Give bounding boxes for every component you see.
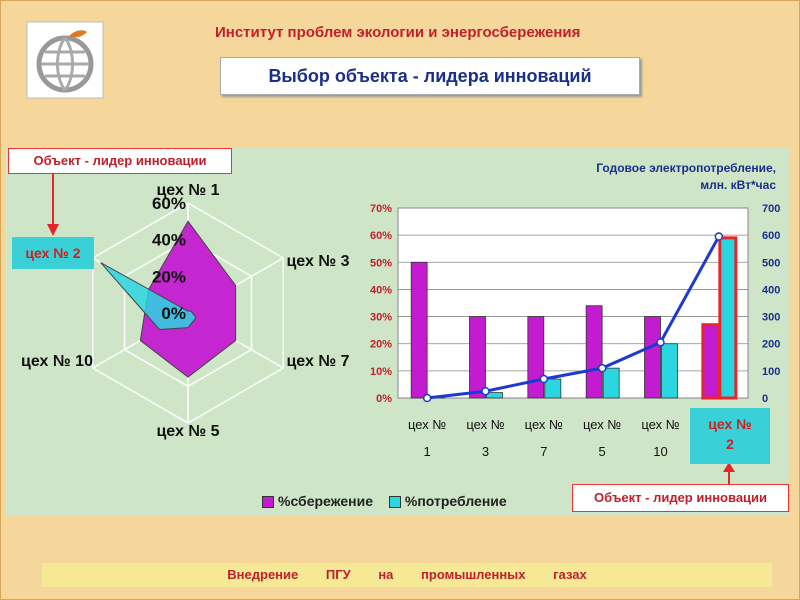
consumption-line-point (597, 363, 607, 373)
bar-category-label: 1 (424, 444, 431, 459)
bar-plot-area (397, 207, 749, 399)
chart-legend: %сбережение %потребление (262, 493, 519, 509)
bar-category-label: цех № (408, 417, 446, 432)
radar-axis-label: цех № 1 (156, 182, 219, 199)
legend-item-consumption: %потребление (388, 493, 507, 509)
bar-savings (469, 316, 486, 399)
bar-y-tick-label: 30% (370, 312, 392, 324)
leader-callout-top: Объект - лидер инновации (8, 148, 232, 174)
bar-y-tick-label: 10% (370, 366, 392, 378)
bar-savings (527, 316, 545, 399)
bar-consumption (661, 343, 678, 399)
bar-y2-tick-label: 0 (762, 393, 768, 405)
leader-label-bar-line2: 2 (726, 436, 734, 452)
radar-tick-label: 20% (152, 267, 186, 286)
leader-label-bar: цех № 2 (690, 408, 770, 464)
bar-y-tick-label: 50% (370, 257, 392, 269)
footer-word: промышленных (421, 567, 526, 582)
bar-savings (585, 305, 603, 399)
bar-category-label: 7 (540, 444, 547, 459)
radar-series-consumption (100, 262, 197, 331)
footer-word: ПГУ (325, 567, 351, 582)
bar-y-tick-label: 60% (370, 230, 392, 242)
consumption-line-point (422, 393, 432, 403)
bar-category-label: цех № (641, 417, 679, 432)
bar-y2-tick-label: 100 (762, 366, 780, 378)
legend-item-savings: %сбережение (262, 493, 373, 509)
bar-category-label: 5 (599, 444, 606, 459)
bar-y-tick-label: 40% (370, 284, 392, 296)
radar-tick-label: 0% (161, 304, 186, 323)
bar-y-tick-label: 0% (376, 393, 392, 405)
legend-swatch-savings (262, 496, 274, 509)
leader-label-radar: цех № 2 (12, 237, 94, 269)
leader-arrow-head-right (723, 462, 735, 472)
consumption-line (426, 235, 721, 400)
legend-swatch-consumption (388, 496, 401, 509)
leader-arrow-head-left (47, 224, 59, 236)
radar-tick-label: 40% (152, 231, 186, 250)
bar-savings (644, 316, 661, 399)
legend-label-consumption: %потребление (404, 493, 507, 509)
bar-y-tick-label: 20% (370, 339, 392, 351)
bar-y-tick-label: 70% (370, 203, 392, 215)
consumption-axis-title-line1: Годовое электропотребление, (596, 161, 776, 175)
legend-label-savings: %сбережение (278, 493, 374, 509)
bar-savings (410, 261, 428, 399)
bar-category-label: 3 (482, 444, 489, 459)
bar-category-label: цех № (466, 417, 504, 432)
bar-y2-tick-label: 500 (762, 257, 780, 269)
radar-axis-label: цех № 3 (286, 253, 349, 270)
consumption-line-point (714, 232, 724, 241)
consumption-line-point (481, 386, 490, 396)
bar-y2-tick-label: 600 (762, 230, 780, 242)
consumption-axis-title-line2: млн. кВт*час (700, 178, 776, 192)
radar-axis-label: цех № 5 (156, 423, 219, 440)
consumption-axis-title: Годовое электропотребление, млн. кВт*час (536, 160, 776, 194)
footer-word: газах (553, 567, 587, 582)
footer-word: Внедрение (227, 567, 299, 582)
bar-y2-tick-label: 700 (762, 203, 780, 215)
radar-axis-label: цех № 10 (21, 353, 93, 370)
bar-category-label: цех № (525, 417, 563, 432)
organization-name: Институт проблем экологии и энергосбереж… (215, 24, 581, 41)
bar-y2-tick-label: 400 (762, 284, 780, 296)
radar-axis-label: цех № 7 (286, 353, 349, 370)
bar-savings (701, 323, 721, 400)
bar-category-label: 10 (653, 444, 667, 459)
slide-subtitle: Выбор объекта - лидера инноваций (220, 57, 640, 95)
radar-tick-label: 60% (152, 194, 186, 213)
bar-y2-tick-label: 300 (762, 312, 780, 324)
bar-consumption (718, 236, 738, 400)
bar-y2-tick-label: 200 (762, 339, 780, 351)
bar-consumption (544, 378, 562, 399)
institute-logo (26, 21, 104, 99)
footer-word: на (378, 567, 394, 582)
leader-callout-bottom: Объект - лидер инновации (572, 484, 789, 512)
leader-label-bar-line1: цех № (708, 416, 752, 432)
bar-category-label: цех № (583, 417, 621, 432)
consumption-line-point (539, 374, 549, 384)
bar-consumption (602, 367, 620, 399)
footer-banner: Внедрение ПГУ на промышленных газах (42, 563, 772, 587)
consumption-line-point (656, 338, 665, 347)
